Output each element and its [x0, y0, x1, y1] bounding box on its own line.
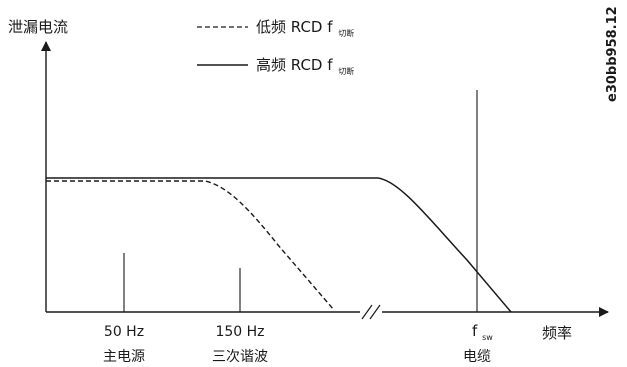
hf-rcd-curve [46, 177, 512, 313]
legend-lf-rcd-text: 低频 RCD f [256, 18, 333, 36]
x-axis-label: 频率 [542, 324, 572, 342]
tick-fsw-sub: sw [482, 333, 493, 342]
tick-50hz-label: 50 Hz [104, 324, 144, 340]
figure-code: e30bb958.12 [605, 6, 620, 102]
legend-lf-rcd-sub: 切断 [338, 28, 354, 38]
legend: 低频 RCD f 切断 高频 RCD f 切断 [197, 18, 354, 76]
legend-hf-rcd-sub: 切断 [338, 66, 354, 76]
tick-fsw-label: f sw [472, 322, 493, 342]
legend-hf-rcd-label: 高频 RCD f 切断 [256, 56, 354, 76]
x-axis-break-mark-1 [361, 304, 373, 320]
tick-150hz-caption: 三次谐波 [212, 349, 268, 365]
tick-150hz-label: 150 Hz [215, 324, 264, 340]
tick-fsw-caption: 电缆 [463, 349, 491, 365]
y-axis-label: 泄漏电流 [8, 18, 68, 36]
lf-rcd-curve [46, 180, 335, 311]
legend-lf-rcd-label: 低频 RCD f 切断 [256, 18, 354, 38]
tick-50hz-caption: 主电源 [103, 349, 145, 365]
tick-fsw-f: f [472, 322, 478, 340]
legend-hf-rcd-text: 高频 RCD f [256, 56, 333, 74]
x-axis-break-mark-2 [369, 304, 381, 320]
